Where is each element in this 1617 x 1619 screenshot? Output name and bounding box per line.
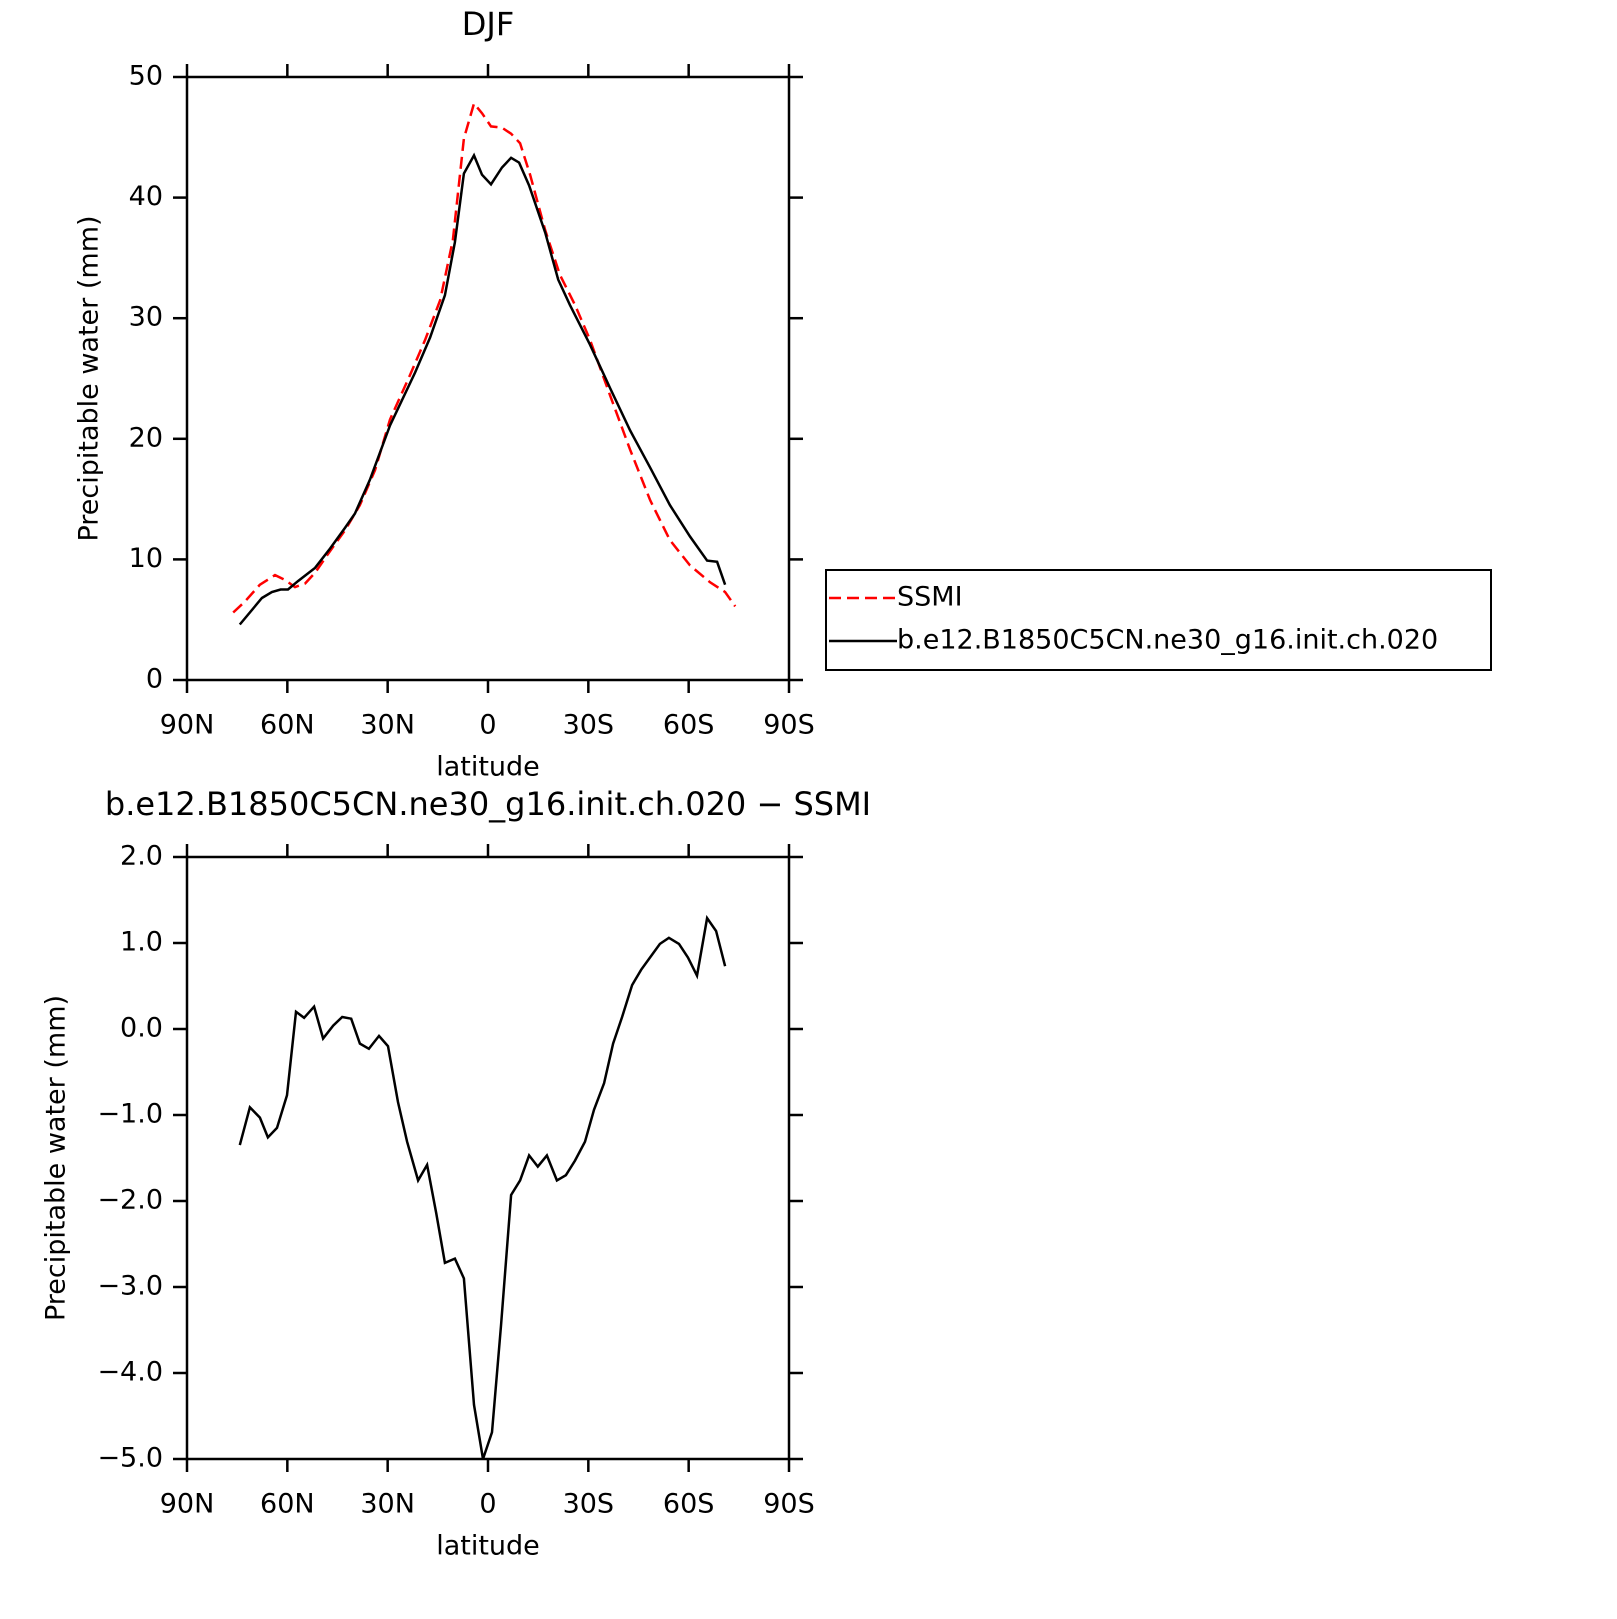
- y-tick-label: −2.0: [97, 1185, 163, 1216]
- x-tick-label: 60N: [260, 1489, 315, 1520]
- chart-title: b.e12.B1850C5CN.ne30_g16.init.ch.020 − S…: [105, 785, 871, 823]
- legend-label: SSMI: [897, 582, 963, 613]
- x-tick-label: 30S: [563, 1489, 615, 1520]
- y-tick-label: 0: [146, 664, 163, 695]
- x-tick-label: 0: [479, 1489, 496, 1520]
- chart-title: DJF: [462, 5, 514, 43]
- y-tick-label: 40: [129, 181, 163, 212]
- x-tick-label: 90N: [160, 1489, 215, 1520]
- y-tick-label: 30: [129, 302, 163, 333]
- y-tick-label: 50: [129, 61, 163, 92]
- plot-frame: [185, 855, 791, 1461]
- x-tick-label: 90S: [763, 710, 815, 741]
- y-tick-label: −5.0: [97, 1443, 163, 1474]
- x-tick-label: 90N: [160, 710, 215, 741]
- y-tick-label: 20: [129, 422, 163, 453]
- x-tick-label: 0: [479, 710, 496, 741]
- legend-box: [825, 569, 1492, 671]
- y-tick-label: 0.0: [120, 1013, 163, 1044]
- x-tick-label: 60S: [663, 710, 715, 741]
- x-axis-label: latitude: [436, 1531, 540, 1562]
- y-tick-label: 1.0: [120, 927, 163, 958]
- x-tick-label: 60N: [260, 710, 315, 741]
- legend-label: b.e12.B1850C5CN.ne30_g16.init.ch.020: [897, 625, 1438, 656]
- x-tick-label: 30N: [360, 1489, 415, 1520]
- y-tick-label: −1.0: [97, 1099, 163, 1130]
- data-line: [238, 152, 727, 626]
- y-tick-label: 2.0: [120, 841, 163, 872]
- x-axis-label: latitude: [436, 752, 540, 783]
- x-tick-label: 30N: [360, 710, 415, 741]
- data-line: [232, 100, 737, 614]
- x-tick-label: 90S: [763, 1489, 815, 1520]
- y-axis-label: Precipitable water (mm): [74, 215, 105, 541]
- data-line: [238, 914, 727, 1460]
- y-axis-label: Precipitable water (mm): [41, 995, 72, 1321]
- y-tick-label: −3.0: [97, 1271, 163, 1302]
- x-tick-label: 30S: [563, 710, 615, 741]
- y-tick-label: 10: [129, 543, 163, 574]
- y-tick-label: −4.0: [97, 1357, 163, 1388]
- x-tick-label: 60S: [663, 1489, 715, 1520]
